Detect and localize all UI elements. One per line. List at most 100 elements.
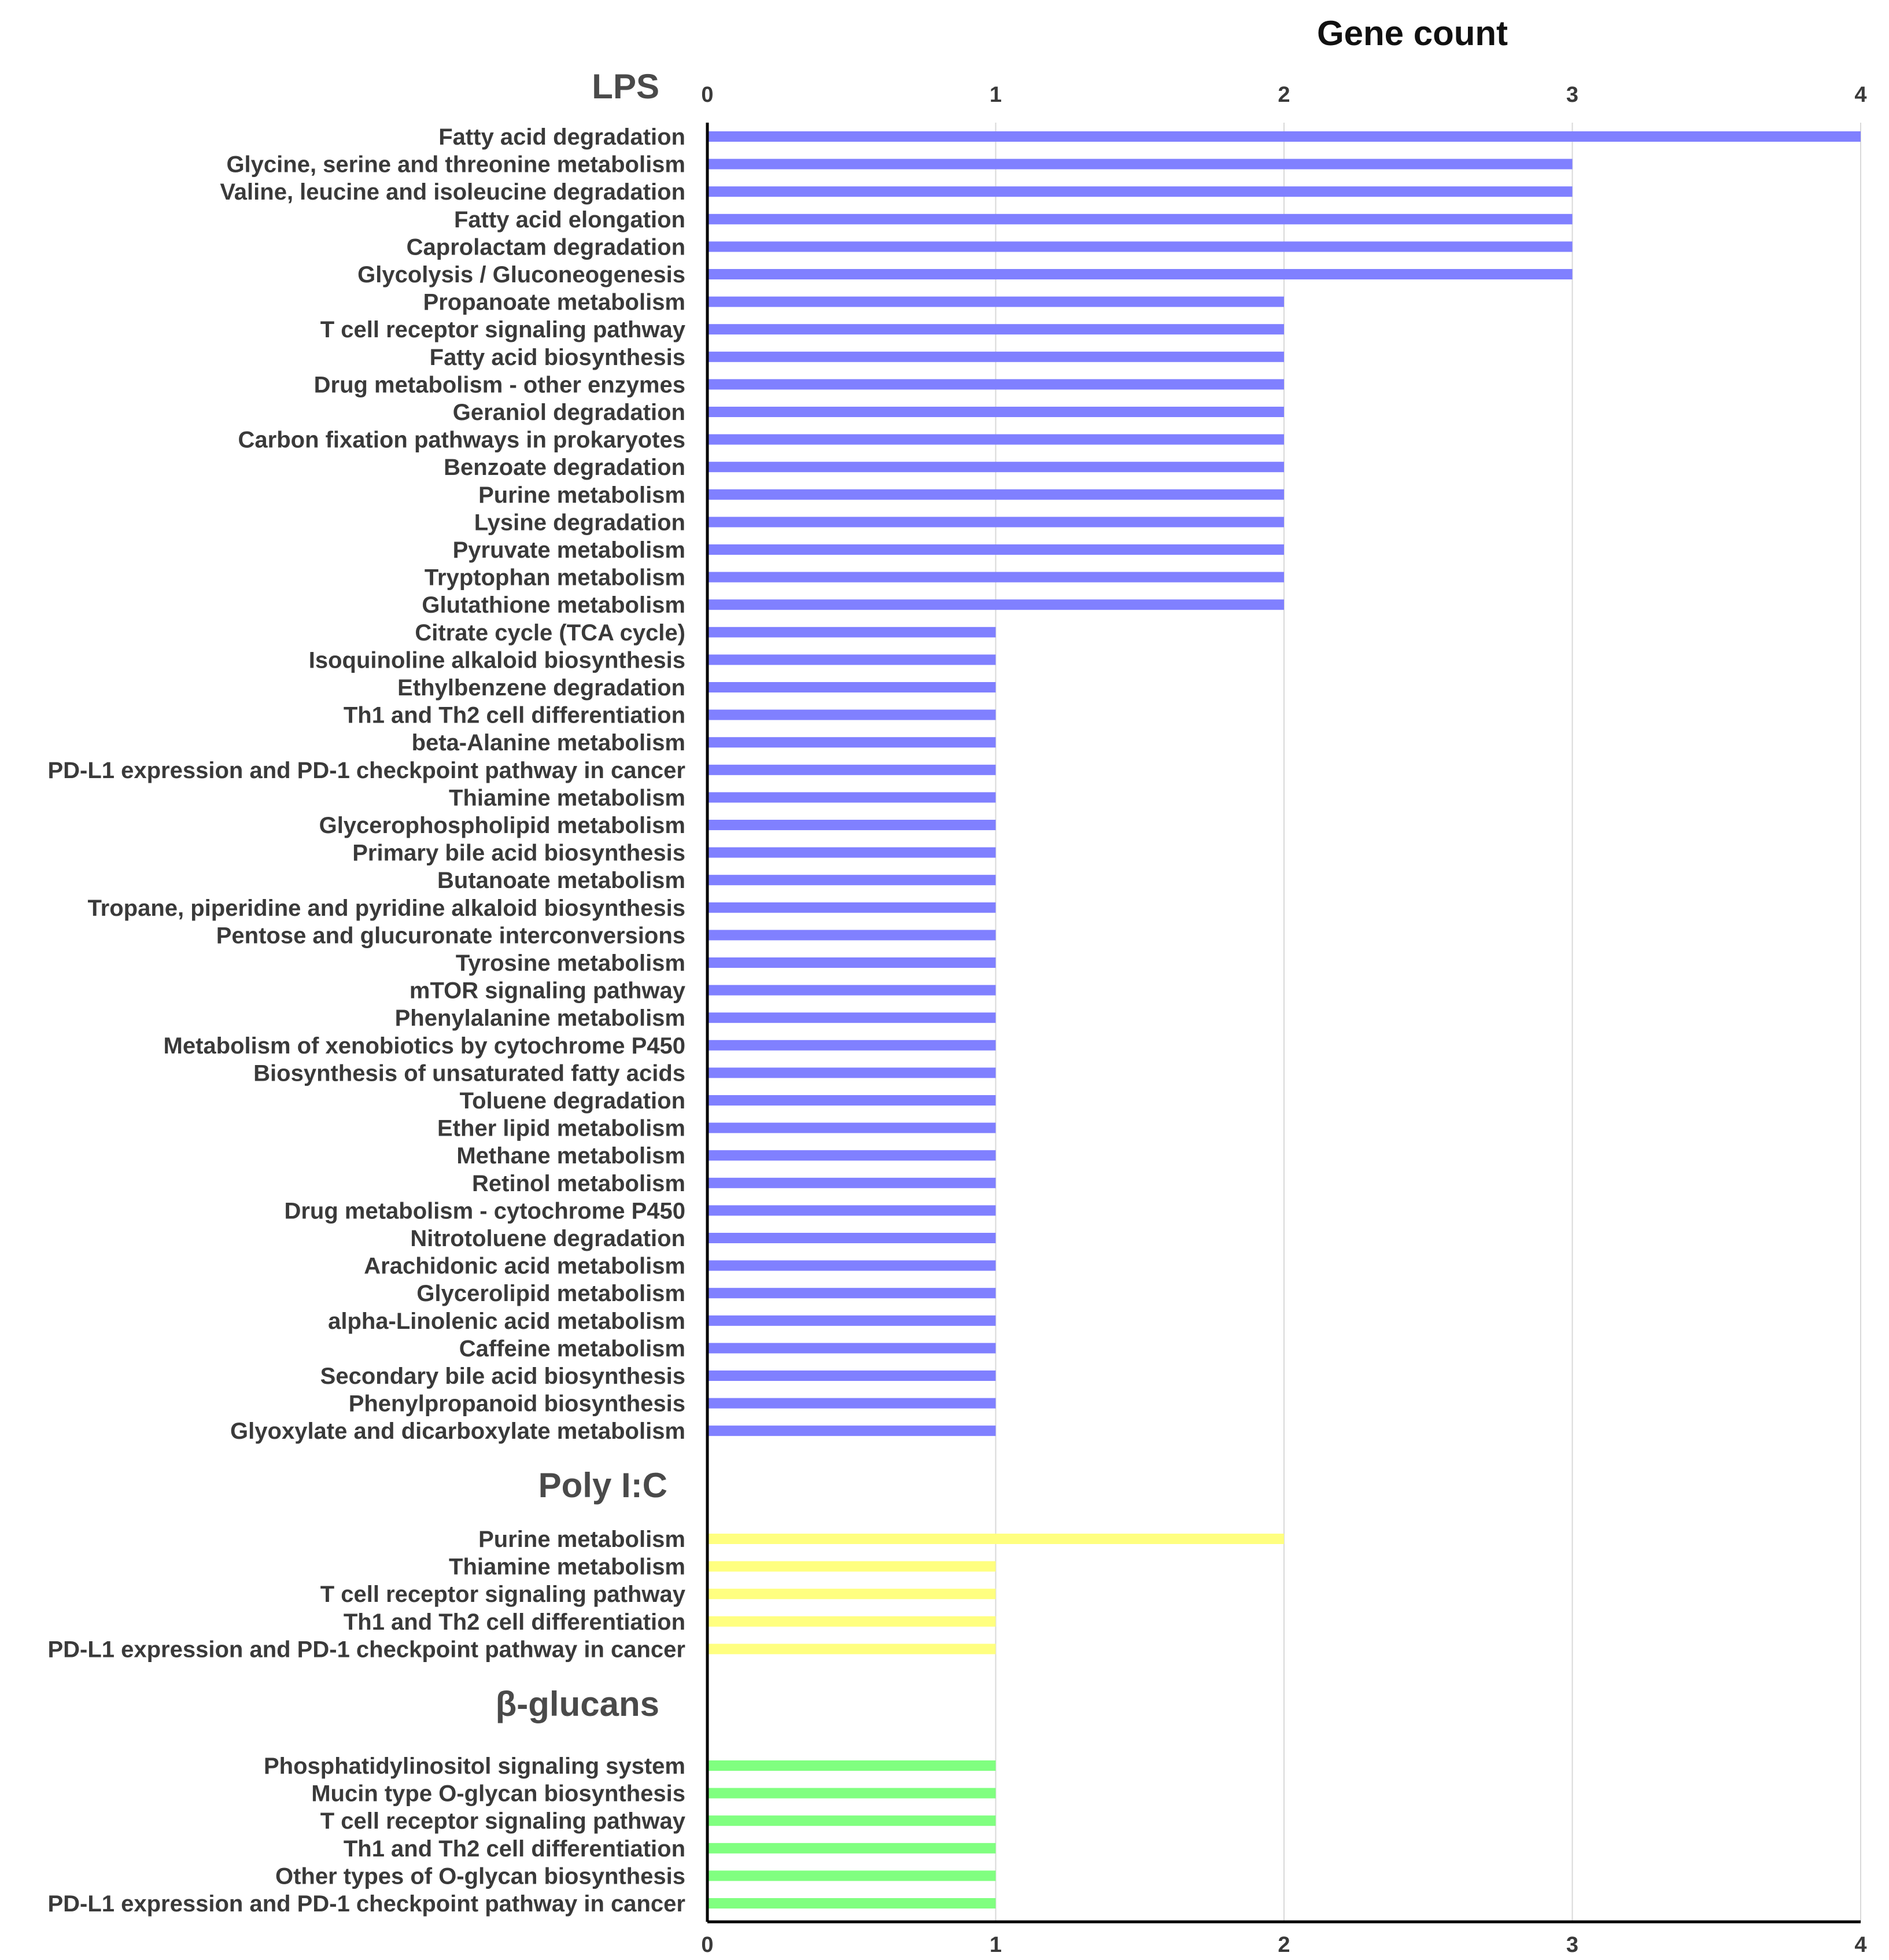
bar-lps-36 bbox=[709, 1095, 996, 1106]
category-label-lps-17: Tryptophan metabolism bbox=[425, 565, 685, 591]
bar-lps-6 bbox=[709, 269, 1573, 279]
category-label-lps-48: Glyoxylate and dicarboxylate metabolism bbox=[230, 1419, 685, 1444]
bar-lps-44 bbox=[709, 1315, 996, 1326]
category-label-lps-28: Butanoate metabolism bbox=[437, 868, 685, 893]
bar-poly-i-c-2 bbox=[709, 1561, 996, 1572]
category-label-lps-7: Propanoate metabolism bbox=[423, 290, 685, 315]
bar-poly-i-c-1 bbox=[709, 1534, 1284, 1544]
tick-label-bottom-0: 0 bbox=[701, 1933, 713, 1957]
category-label-lps-19: Citrate cycle (TCA cycle) bbox=[415, 620, 685, 646]
category-label-lps-4: Fatty acid elongation bbox=[454, 207, 685, 233]
category-label-lps-39: Retinol metabolism bbox=[472, 1171, 685, 1196]
category-label-lps-23: beta-Alanine metabolism bbox=[412, 730, 685, 756]
category-label-lps-10: Drug metabolism - other enzymes bbox=[314, 372, 685, 397]
tick-labels: 0 0 1 1 2 2 3 3 4 4 bbox=[701, 83, 1866, 1957]
category-label-lps-34: Metabolism of xenobiotics by cytochrome … bbox=[164, 1033, 685, 1059]
bar-lps-27 bbox=[709, 847, 996, 858]
category-label-glucans-6: PD-L1 expression and PD-1 checkpoint pat… bbox=[47, 1891, 685, 1917]
tick-label-bottom-3: 3 bbox=[1566, 1933, 1578, 1957]
bar-lps-41 bbox=[709, 1233, 996, 1243]
category-label-poly-i-c-4: Th1 and Th2 cell differentiation bbox=[344, 1609, 685, 1635]
category-label-lps-27: Primary bile acid biosynthesis bbox=[352, 841, 685, 866]
bar-lps-4 bbox=[709, 213, 1573, 224]
category-label-lps-41: Nitrotoluene degradation bbox=[410, 1226, 685, 1251]
bar-lps-31 bbox=[709, 957, 996, 968]
category-label-lps-16: Pyruvate metabolism bbox=[453, 537, 685, 563]
category-label-glucans-5: Other types of O-glycan biosynthesis bbox=[275, 1863, 685, 1889]
bar-lps-15 bbox=[709, 517, 1284, 528]
bar-lps-7 bbox=[709, 296, 1284, 307]
bar-poly-i-c-3 bbox=[709, 1589, 996, 1600]
bar-glucans-4 bbox=[709, 1843, 996, 1854]
category-label-poly-i-c-2: Thiamine metabolism bbox=[449, 1554, 685, 1580]
bar-poly-i-c-5 bbox=[709, 1644, 996, 1655]
bar-glucans-6 bbox=[709, 1898, 996, 1909]
bar-glucans-2 bbox=[709, 1788, 996, 1799]
bar-lps-22 bbox=[709, 709, 996, 720]
grid-lines bbox=[995, 123, 1861, 1922]
category-label-lps-20: Isoquinoline alkaloid biosynthesis bbox=[309, 647, 685, 673]
bar-lps-33 bbox=[709, 1012, 996, 1023]
bar-lps-43 bbox=[709, 1288, 996, 1299]
bar-lps-42 bbox=[709, 1260, 996, 1271]
category-label-lps-3: Valine, leucine and isoleucine degradati… bbox=[220, 179, 685, 205]
bar-lps-10 bbox=[709, 379, 1284, 390]
bar-lps-23 bbox=[709, 737, 996, 748]
bar-lps-5 bbox=[709, 241, 1573, 252]
bars bbox=[709, 131, 1861, 1909]
tick-label-bottom-4: 4 bbox=[1854, 1933, 1866, 1957]
bar-lps-39 bbox=[709, 1177, 996, 1188]
category-label-lps-33: Phenylalanine metabolism bbox=[395, 1005, 685, 1031]
bar-lps-11 bbox=[709, 407, 1284, 417]
bar-lps-9 bbox=[709, 351, 1284, 362]
category-label-lps-14: Purine metabolism bbox=[478, 482, 685, 508]
category-label-lps-24: PD-L1 expression and PD-1 checkpoint pat… bbox=[47, 758, 685, 783]
bar-lps-17 bbox=[709, 572, 1284, 583]
bar-lps-21 bbox=[709, 682, 996, 692]
bar-lps-47 bbox=[709, 1398, 996, 1409]
category-label-lps-18: Glutathione metabolism bbox=[422, 592, 685, 618]
tick-label-bottom-2: 2 bbox=[1278, 1933, 1290, 1957]
bar-lps-1 bbox=[709, 131, 1861, 142]
x-axis-title: Gene count bbox=[1317, 14, 1508, 53]
tick-label-top-2: 2 bbox=[1278, 83, 1290, 107]
bar-lps-32 bbox=[709, 985, 996, 996]
bar-lps-37 bbox=[709, 1122, 996, 1133]
category-label-lps-15: Lysine degradation bbox=[474, 510, 685, 535]
bar-lps-19 bbox=[709, 627, 996, 638]
category-label-lps-5: Caprolactam degradation bbox=[407, 234, 685, 260]
category-label-lps-35: Biosynthesis of unsaturated fatty acids bbox=[253, 1060, 685, 1086]
tick-label-bottom-1: 1 bbox=[990, 1933, 1002, 1957]
bar-glucans-5 bbox=[709, 1870, 996, 1881]
category-label-lps-2: Glycine, serine and threonine metabolism bbox=[226, 152, 685, 178]
category-label-lps-36: Toluene degradation bbox=[460, 1088, 685, 1114]
group-title-poly-i-c: Poly I:C bbox=[538, 1466, 667, 1505]
category-label-lps-43: Glycerolipid metabolism bbox=[416, 1281, 685, 1306]
category-label-glucans-3: T cell receptor signaling pathway bbox=[320, 1808, 686, 1834]
bar-lps-30 bbox=[709, 930, 996, 941]
category-label-lps-29: Tropane, piperidine and pyridine alkaloi… bbox=[87, 896, 685, 921]
bar-lps-29 bbox=[709, 902, 996, 913]
category-label-lps-11: Geraniol degradation bbox=[453, 400, 685, 425]
bar-lps-38 bbox=[709, 1150, 996, 1161]
bar-lps-28 bbox=[709, 875, 996, 886]
bar-glucans-3 bbox=[709, 1815, 996, 1826]
bar-lps-48 bbox=[709, 1425, 996, 1436]
bar-lps-8 bbox=[709, 324, 1284, 335]
category-label-lps-42: Arachidonic acid metabolism bbox=[364, 1254, 685, 1279]
category-label-lps-32: mTOR signaling pathway bbox=[409, 978, 686, 1004]
bar-lps-45 bbox=[709, 1343, 996, 1354]
category-label-lps-26: Glycerophospholipid metabolism bbox=[319, 813, 685, 838]
bar-lps-3 bbox=[709, 186, 1573, 197]
bar-lps-40 bbox=[709, 1205, 996, 1216]
tick-label-top-0: 0 bbox=[701, 83, 713, 107]
category-label-lps-40: Drug metabolism - cytochrome P450 bbox=[284, 1198, 685, 1224]
category-label-lps-38: Methane metabolism bbox=[456, 1143, 685, 1169]
category-label-lps-21: Ethylbenzene degradation bbox=[397, 675, 685, 701]
category-label-lps-9: Fatty acid biosynthesis bbox=[430, 345, 685, 370]
category-label-lps-46: Secondary bile acid biosynthesis bbox=[320, 1364, 685, 1389]
bar-lps-20 bbox=[709, 654, 996, 665]
tick-label-top-1: 1 bbox=[990, 83, 1002, 107]
